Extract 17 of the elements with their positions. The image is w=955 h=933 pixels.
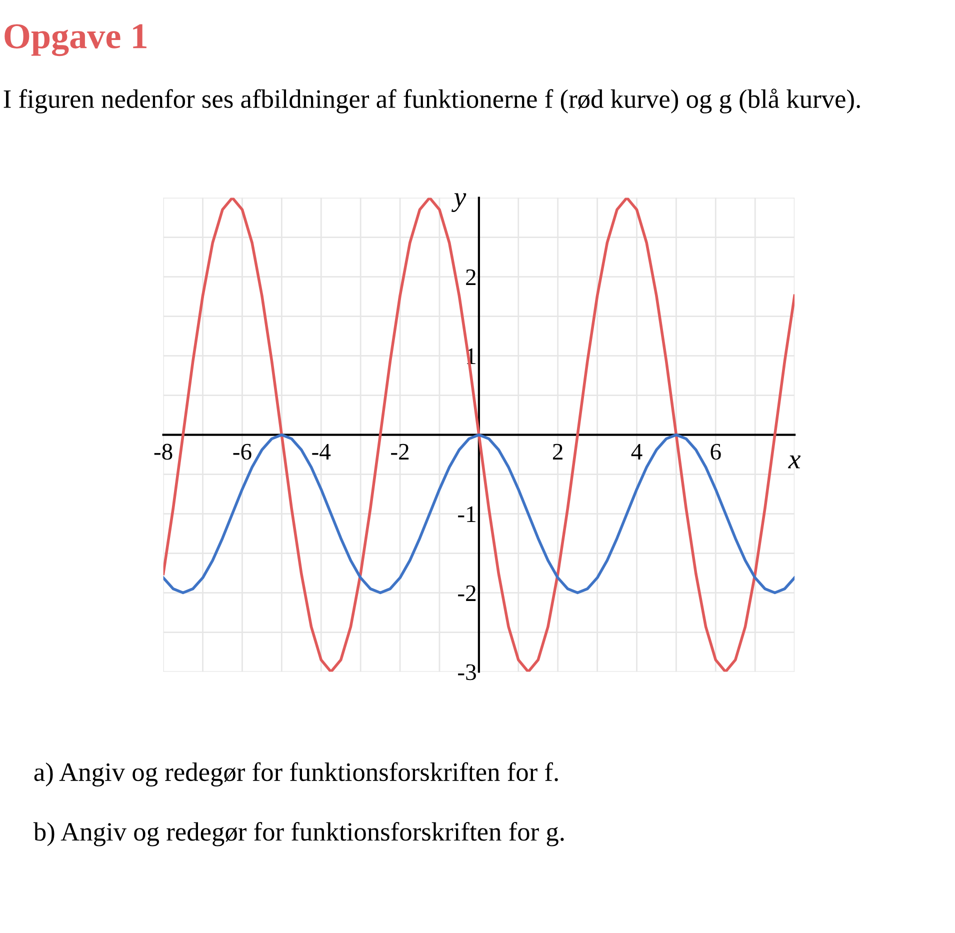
y-tick-label: 2 xyxy=(466,269,476,285)
x-tick-label: 6 xyxy=(710,444,721,460)
y-tick-label: -2 xyxy=(458,585,476,601)
text: b) Angiv og redegør for funktionsforskriften for g. xyxy=(33,822,564,846)
x-tick-label: -6 xyxy=(233,444,252,460)
y-tick-label: -1 xyxy=(458,506,476,522)
text: a) Angiv og redegør for funktionsforskriften for f. xyxy=(34,762,558,787)
x-tick-label: 4 xyxy=(631,444,642,460)
x-tick-label: -8 xyxy=(154,444,172,460)
x-axis-title: x xyxy=(788,456,801,468)
y-axis-title: y xyxy=(452,193,466,212)
x-tick-label: 2 xyxy=(552,444,562,460)
chart-title: Opgave 1 xyxy=(4,24,146,56)
x-tick-label: -4 xyxy=(312,444,331,460)
x-tick-label: -2 xyxy=(391,444,409,460)
chart-subtitle: I figuren nedenfor ses afbildninger af funktionerne f (rød kurve) og g (blå kurve). xyxy=(4,88,860,114)
y-tick-label: -3 xyxy=(458,664,476,680)
